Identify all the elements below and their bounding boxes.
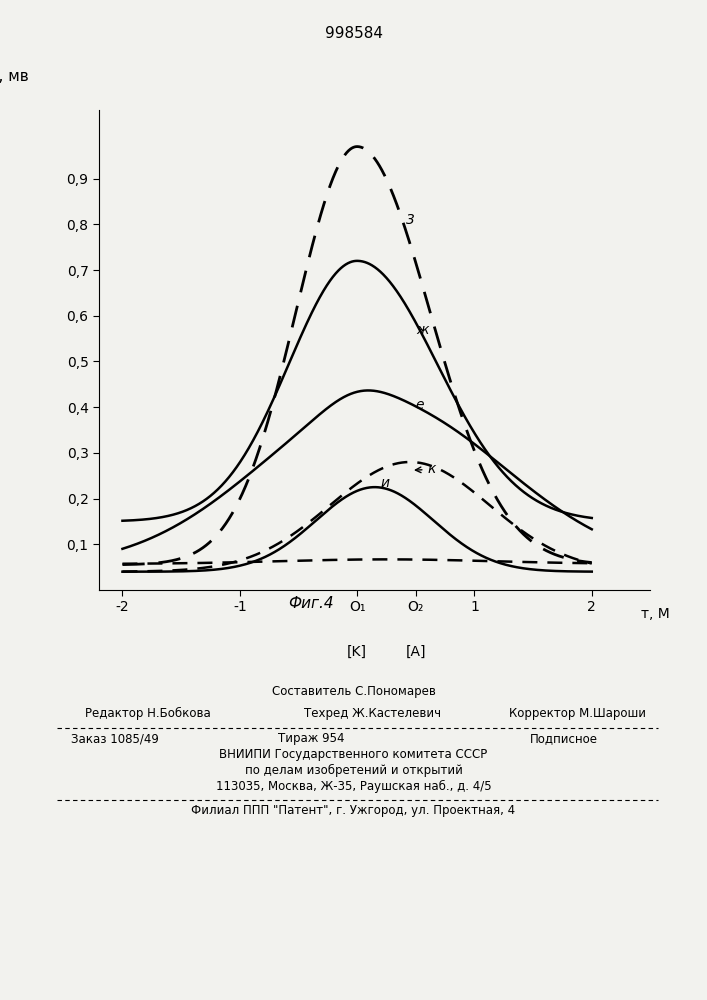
Text: Филиал ППП "Патент", г. Ужгород, ул. Проектная, 4: Филиал ППП "Патент", г. Ужгород, ул. Про… [192,804,515,817]
Text: Тираж 954: Тираж 954 [278,732,344,745]
Text: к: к [416,462,436,476]
Text: 113035, Москва, Ж-35, Раушская наб., д. 4/5: 113035, Москва, Ж-35, Раушская наб., д. … [216,780,491,793]
Text: Редактор Н.Бобкова: Редактор Н.Бобкова [85,707,211,720]
Text: ж: ж [416,323,428,337]
Text: Составитель С.Пономарев: Составитель С.Пономарев [271,685,436,698]
Text: ВНИИПИ Государственного комитета СССР: ВНИИПИ Государственного комитета СССР [219,748,488,761]
Text: [A]: [A] [406,645,426,659]
Text: т, М: т, М [641,607,670,621]
Text: и: и [380,476,390,490]
Text: по делам изобретений и открытий: по делам изобретений и открытий [245,764,462,777]
Text: Заказ 1085/49: Заказ 1085/49 [71,732,158,745]
Text: е: е [416,398,424,412]
Text: Корректор М.Шароши: Корректор М.Шароши [509,707,646,720]
Text: Подписное: Подписное [530,732,598,745]
Text: Фиг.4: Фиг.4 [288,596,334,611]
Text: 3: 3 [407,213,415,227]
Text: [K]: [K] [347,645,367,659]
Text: 998584: 998584 [325,26,382,41]
Text: Δφ, мв: Δφ, мв [0,69,28,84]
Text: Техред Ж.Кастелевич: Техред Ж.Кастелевич [304,707,441,720]
